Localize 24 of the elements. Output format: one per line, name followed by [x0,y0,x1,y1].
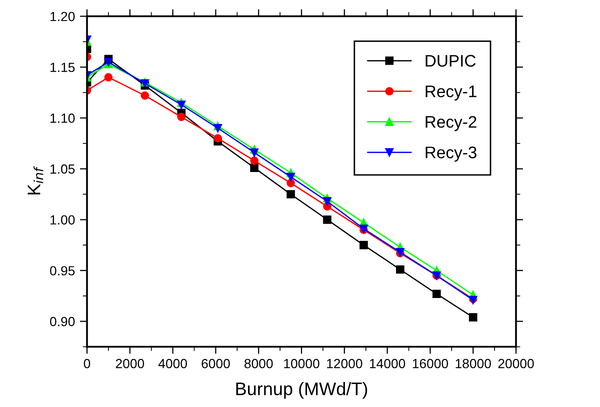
y-tick-label: 1.15 [50,62,75,72]
legend-label: Recy-1 [426,86,476,101]
y-tick-label: 1.10 [50,114,75,123]
y-tick-label: 1.00 [50,215,75,225]
x-tick-label: 18000 [456,358,491,368]
x-tick-label: 0 [84,358,90,368]
y-tick-label: 1.05 [50,164,75,174]
y-tick-label: 1.20 [50,12,75,22]
x-tick-label: 6000 [202,358,230,368]
x-tick-label: 4000 [158,358,187,368]
legend-label: DUPIC [426,54,476,67]
x-tick-label: 10000 [284,358,320,368]
x-tick-label: 16000 [412,358,448,368]
y-axis-title: K$_{inf}$ [28,166,44,194]
x-tick-label: 2000 [116,358,144,368]
legend-label: Recy-2 [426,116,476,132]
y-tick-label: 0.95 [50,266,75,276]
x-tick-label: 8000 [244,358,273,368]
x-axis-title: Burnup (MWd/T) [236,382,368,399]
legend-label: Recy-3 [426,146,476,162]
x-tick-label: 14000 [370,358,406,368]
x-tick-label: 12000 [327,358,362,368]
y-tick-label: 0.90 [50,316,75,326]
x-tick-label: 20000 [498,358,534,368]
